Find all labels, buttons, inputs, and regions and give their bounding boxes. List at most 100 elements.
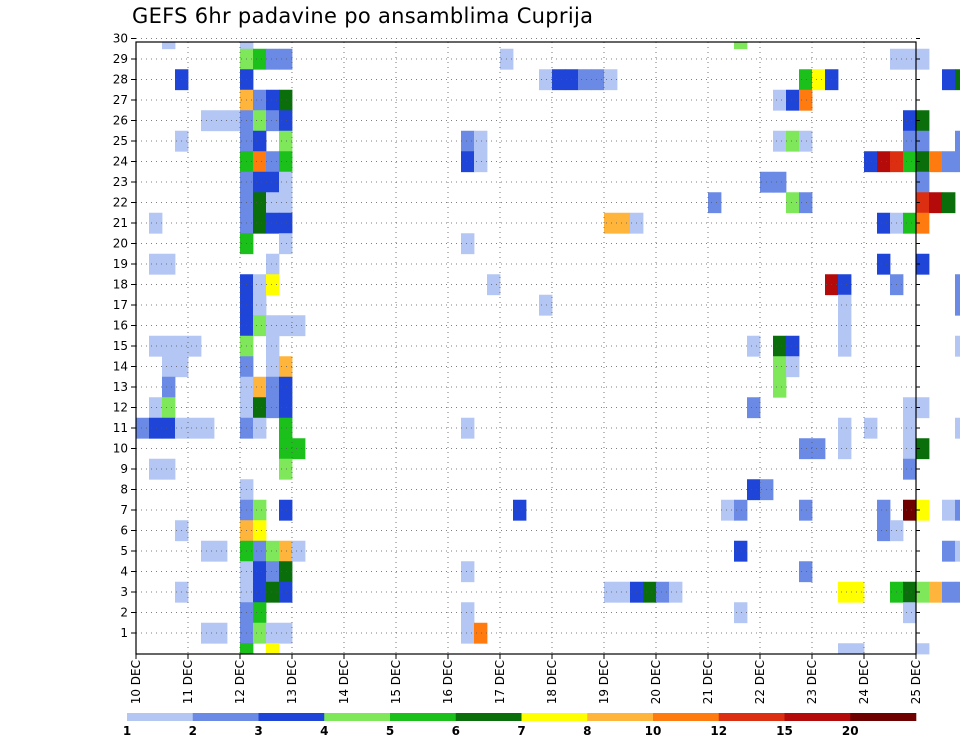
heatmap-cell <box>955 151 960 173</box>
heatmap-cell <box>253 417 267 439</box>
heatmap-cell <box>773 335 787 357</box>
y-tick-label: 18 <box>113 278 128 292</box>
heatmap-cell <box>955 417 960 439</box>
heatmap-cell <box>266 561 280 583</box>
heatmap-cell <box>929 151 943 173</box>
heatmap-cell <box>747 479 761 501</box>
chart-title: GEFS 6hr padavine po ansamblima Cuprija <box>132 4 594 28</box>
heatmap-cell <box>734 602 748 624</box>
y-tick-label: 1 <box>120 626 128 640</box>
heatmap-cell <box>929 192 943 214</box>
heatmap-cell <box>266 335 280 357</box>
colorbar-label: 6 <box>452 724 460 738</box>
heatmap-cell <box>162 397 176 419</box>
heatmap-cell <box>786 192 800 214</box>
y-tick-label: 19 <box>113 257 128 271</box>
heatmap-cell <box>266 171 280 193</box>
heatmap-cell <box>604 581 618 603</box>
heatmap-cell <box>253 315 267 337</box>
y-tick-label: 22 <box>113 196 128 210</box>
heatmap-cell <box>786 356 800 378</box>
colorbar-label: 12 <box>710 724 727 738</box>
heatmap-cell <box>279 438 293 460</box>
y-tick-label: 4 <box>120 565 128 579</box>
heatmap-cell <box>942 499 956 521</box>
y-tick-label: 23 <box>113 175 128 189</box>
heatmap-cell <box>253 540 267 562</box>
heatmap-cell <box>279 151 293 173</box>
heatmap-cell <box>227 110 241 132</box>
heatmap-cell <box>669 581 683 603</box>
y-tick-label: 8 <box>120 483 128 497</box>
heatmap-cell <box>253 581 267 603</box>
colorbar-label: 2 <box>189 724 197 738</box>
x-tick-label: 23 DEC <box>805 660 819 704</box>
heatmap-cell <box>955 130 960 152</box>
heatmap-cell <box>279 315 293 337</box>
heatmap-cell <box>903 110 917 132</box>
heatmap-cell <box>279 581 293 603</box>
heatmap-cell <box>253 171 267 193</box>
heatmap-cell <box>916 151 930 173</box>
heatmap-cell <box>253 130 267 152</box>
colorbar-label: 10 <box>645 724 662 738</box>
heatmap-cell <box>279 89 293 111</box>
heatmap-cell <box>617 212 631 234</box>
heatmap-cells <box>136 42 960 655</box>
heatmap-cell <box>903 602 917 624</box>
heatmap-cell <box>266 643 280 655</box>
colorbar-label: 20 <box>842 724 859 738</box>
heatmap-cell <box>916 643 930 655</box>
heatmap-cell <box>266 581 280 603</box>
heatmap-cell <box>903 458 917 480</box>
heatmap-cell <box>916 130 930 152</box>
heatmap-cell <box>266 540 280 562</box>
heatmap-cell <box>253 89 267 111</box>
colorbar-label: 7 <box>517 724 525 738</box>
heatmap-cell <box>955 69 960 91</box>
heatmap-cell <box>162 253 176 275</box>
y-tick-label: 24 <box>113 155 128 169</box>
heatmap-cell <box>253 397 267 419</box>
heatmap-cell <box>903 438 917 460</box>
heatmap-cell <box>838 294 852 316</box>
heatmap-cell <box>461 417 475 439</box>
y-tick-label: 13 <box>113 380 128 394</box>
heatmap-cell <box>539 294 553 316</box>
heatmap-cell <box>786 130 800 152</box>
heatmap-cell <box>903 130 917 152</box>
heatmap-cell <box>149 417 163 439</box>
heatmap-cell <box>838 417 852 439</box>
heatmap-cell <box>955 335 960 357</box>
y-tick-label: 28 <box>113 73 128 87</box>
heatmap-cell <box>240 643 254 655</box>
heatmap-cell <box>188 417 202 439</box>
x-tick-label: 17 DEC <box>493 660 507 704</box>
heatmap-cell <box>591 69 605 91</box>
heatmap-cell <box>838 643 852 655</box>
heatmap-cell <box>474 151 488 173</box>
heatmap-cell <box>279 417 293 439</box>
heatmap-cell <box>188 335 202 357</box>
heatmap-cell <box>942 540 956 562</box>
heatmap-cell <box>799 499 813 521</box>
heatmap-cell <box>916 212 930 234</box>
heatmap-cell <box>162 42 176 50</box>
heatmap-cell <box>877 253 891 275</box>
plot-frame <box>135 41 917 655</box>
heatmap-cell <box>812 438 826 460</box>
heatmap-cell <box>708 192 722 214</box>
heatmap-cell <box>266 376 280 398</box>
heatmap-cell <box>266 89 280 111</box>
heatmap-cell <box>838 335 852 357</box>
colorbar-label: 1 <box>123 724 131 738</box>
heatmap-cell <box>279 110 293 132</box>
y-axis: 1234567891011121314151617181920212223242… <box>113 32 920 640</box>
heatmap-cell <box>799 69 813 91</box>
heatmap-cell <box>903 151 917 173</box>
heatmap-cell <box>916 171 930 193</box>
heatmap-cell <box>487 274 501 296</box>
y-tick-label: 30 <box>113 32 128 46</box>
heatmap-cell <box>916 253 930 275</box>
heatmap-cell <box>916 581 930 603</box>
